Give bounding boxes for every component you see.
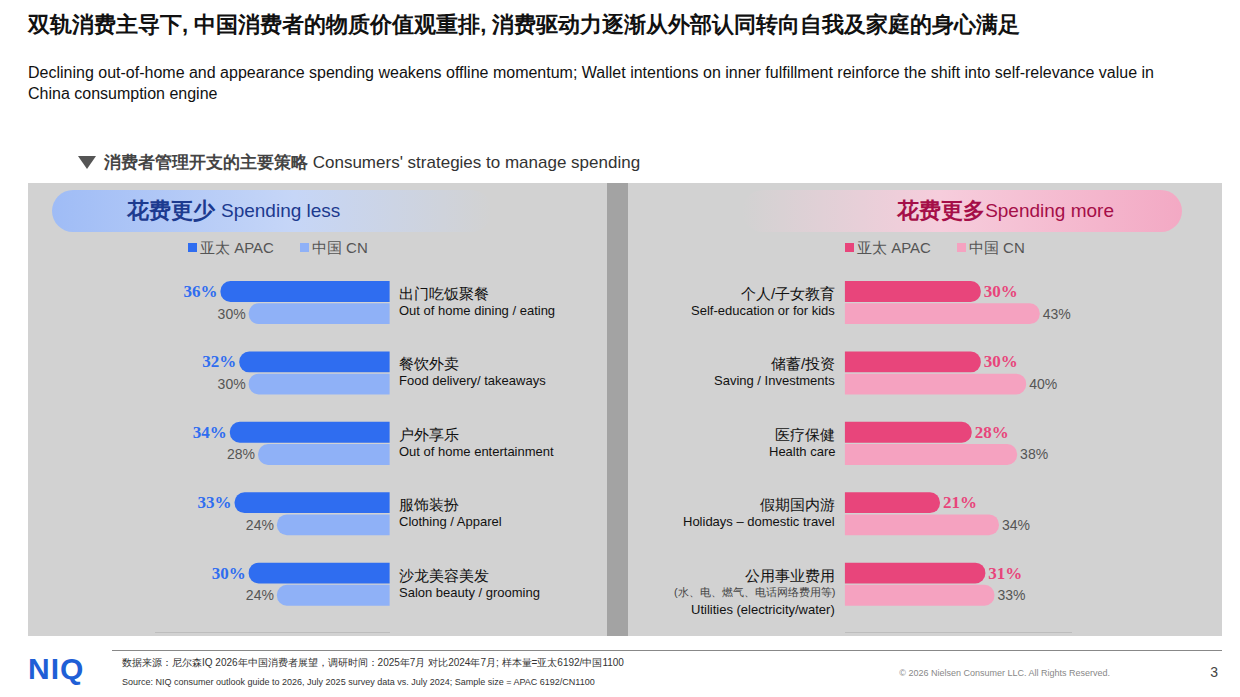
svg-text:餐饮外卖: 餐饮外卖: [399, 355, 459, 372]
svg-text:假期国内游: 假期国内游: [760, 496, 835, 513]
svg-text:Self-education or for kids: Self-education or for kids: [691, 303, 835, 318]
svg-text:Saving / Investments: Saving / Investments: [714, 373, 835, 388]
html-text:双轨消费主导下, 中国消费者的物质价值观重排, 消费驱动力逐: 双轨消费主导下, 中国消费者的物质价值观重排, 消费驱动力逐渐从外部认同转向自我…: [28, 12, 1021, 37]
svg-text:28%: 28%: [975, 423, 1009, 442]
html-text:中国 CN: 中国 CN: [968, 239, 1025, 256]
svg-text:Utilities (electricity/water): Utilities (electricity/water): [691, 602, 835, 617]
svg-text:医疗保健: 医疗保健: [775, 426, 835, 443]
html-text:消费者管理开支的主要策略Consumers' strateg: 消费者管理开支的主要策略Consumers' strategies to man…: [104, 153, 641, 172]
svg-text:30%: 30%: [218, 306, 246, 322]
svg-text:出门吃饭聚餐: 出门吃饭聚餐: [399, 285, 489, 302]
svg-text:Out of home dining / eating: Out of home dining / eating: [399, 303, 555, 318]
svg-text:Clothing / Apparel: Clothing / Apparel: [399, 514, 502, 529]
svg-text:24%: 24%: [246, 587, 274, 603]
html-text:3: 3: [1210, 664, 1218, 680]
svg-text:30%: 30%: [984, 352, 1018, 371]
svg-text:30%: 30%: [984, 282, 1018, 301]
html-text:© 2026 Nielsen Consumer LLC. A: © 2026 Nielsen Consumer LLC. All Rights …: [899, 668, 1110, 678]
svg-text:32%: 32%: [202, 352, 236, 371]
svg-text:Health care: Health care: [769, 444, 835, 459]
svg-text:28%: 28%: [227, 446, 255, 462]
svg-text:储蓄/投资: 储蓄/投资: [771, 355, 835, 372]
svg-text:36%: 36%: [183, 282, 217, 301]
svg-text:34%: 34%: [193, 423, 227, 442]
html-text:NIQ: NIQ: [28, 652, 85, 685]
html-text:中国 CN: 中国 CN: [311, 239, 368, 256]
svg-text:33%: 33%: [997, 587, 1025, 603]
svg-text:33%: 33%: [198, 493, 232, 512]
svg-text:(水、电、燃气、电话网络费用等): (水、电、燃气、电话网络费用等): [674, 586, 835, 598]
svg-text:43%: 43%: [1043, 306, 1071, 322]
svg-text:户外享乐: 户外享乐: [399, 426, 459, 443]
svg-text:21%: 21%: [943, 493, 977, 512]
html-text:数据来源：尼尔森IQ 2026年中国消费者展望，调研时间：2: 数据来源：尼尔森IQ 2026年中国消费者展望，调研时间：2025年7月 对比2…: [122, 657, 624, 668]
svg-text:40%: 40%: [1029, 376, 1057, 392]
svg-text:公用事业费用: 公用事业费用: [745, 567, 835, 584]
svg-text:24%: 24%: [246, 517, 274, 533]
html-text:花费更少 Spending less: 花费更少 Spending less: [127, 198, 341, 223]
svg-text:31%: 31%: [988, 564, 1022, 583]
svg-text:Salon beauty / grooming: Salon beauty / grooming: [399, 585, 540, 600]
svg-text:Holidays – domestic travel: Holidays – domestic travel: [683, 514, 835, 529]
svg-text:个人/子女教育: 个人/子女教育: [741, 285, 835, 302]
svg-text:沙龙美容美发: 沙龙美容美发: [399, 567, 489, 584]
svg-text:服饰装扮: 服饰装扮: [399, 496, 459, 513]
html-text:亚太 APAC: 亚太 APAC: [200, 239, 274, 256]
svg-text:34%: 34%: [1002, 517, 1030, 533]
html-text:花费更多Spending more: 花费更多Spending more: [897, 198, 1114, 223]
svg-text:30%: 30%: [212, 564, 246, 583]
html-text:亚太 APAC: 亚太 APAC: [857, 239, 931, 256]
svg-text:38%: 38%: [1020, 446, 1048, 462]
svg-text:Food delivery/ takeaways: Food delivery/ takeaways: [399, 373, 546, 388]
svg-text:Out of home entertainment: Out of home entertainment: [399, 444, 554, 459]
svg-text:30%: 30%: [218, 376, 246, 392]
html-text:Source: NIQ consumer outlook g: Source: NIQ consumer outlook guide to 20…: [122, 677, 595, 687]
html-text:Declining out-of-home and appe: Declining out-of-home and appearance spe…: [28, 64, 1154, 102]
